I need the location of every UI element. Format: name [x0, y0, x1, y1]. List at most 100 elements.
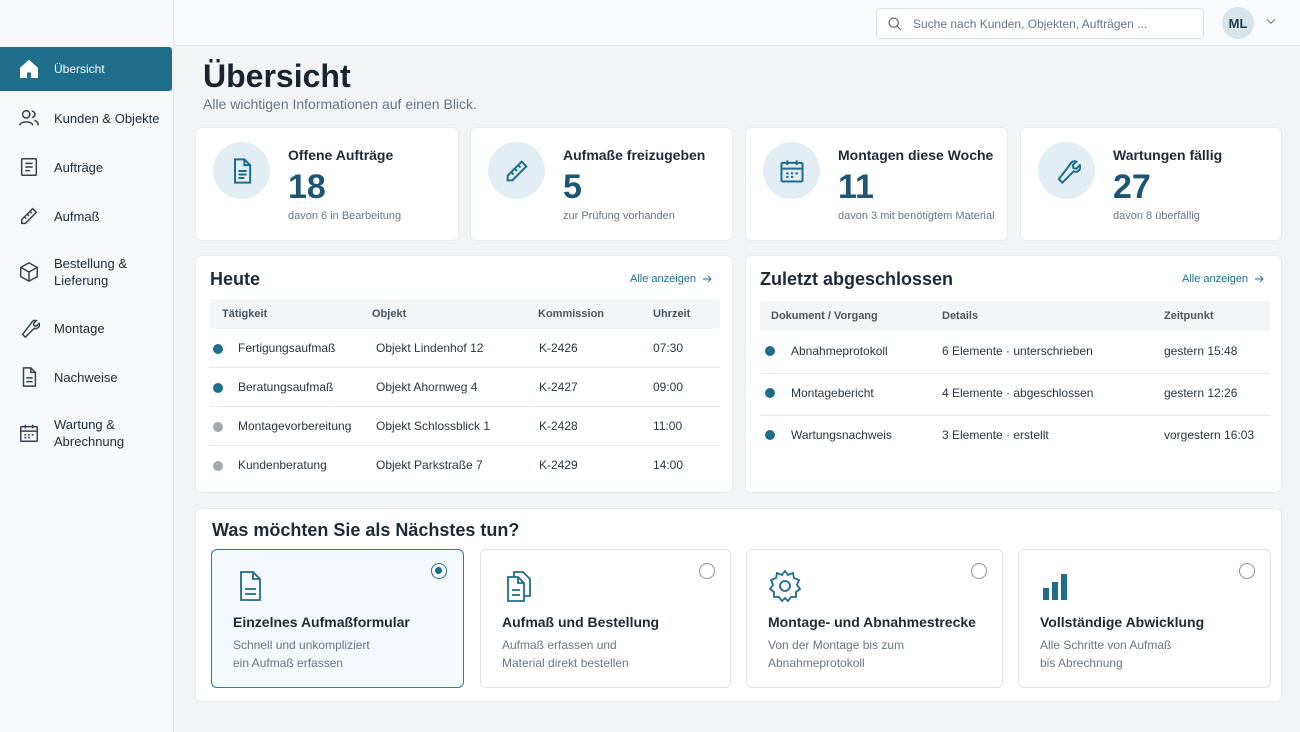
sidebar-nav: Übersicht Kunden & Objekte Aufträge Aufm… — [0, 47, 174, 467]
wrench-icon — [1057, 159, 1081, 184]
option-title: Aufmaß und Bestellung — [502, 614, 660, 630]
object-cell: Objekt Schlossblick 1 — [376, 419, 491, 433]
arrow-right-icon — [1255, 275, 1264, 283]
option-desc-line: Schnell und unkompliziert — [233, 638, 370, 652]
kpi-title: Montagen diese Woche — [838, 147, 994, 163]
status-dot — [765, 430, 775, 440]
option-title: Montage- und Abnahmestrecke — [768, 614, 976, 630]
activity-cell: Kundenberatung — [238, 458, 327, 472]
table-row[interactable]: Beratungsaufmaß Objekt Ahornweg 4 K-2427… — [209, 368, 720, 407]
today-panel: Heute Alle anzeigen Tätigkeit Objekt Kom… — [195, 255, 733, 493]
commission-cell: K-2428 — [539, 419, 578, 433]
kpi-note: zur Prüfung vorhanden — [563, 210, 675, 222]
next-steps-title: Was möchten Sie als Nächstes tun? — [212, 520, 520, 540]
column-header: Objekt — [372, 308, 407, 320]
avatar[interactable]: ML — [1222, 7, 1254, 39]
status-dot — [213, 383, 223, 393]
kpi-title: Offene Aufträge — [288, 147, 394, 163]
activity-cell: Montagevorbereitung — [238, 419, 352, 433]
sidebar-item-label: Montage — [54, 320, 105, 336]
option-description: Alle Schritte von Aufmaß bis Abrechnung — [1040, 636, 1240, 672]
chevron-down-icon[interactable] — [1264, 14, 1278, 28]
object-cell: Objekt Ahornweg 4 — [376, 380, 478, 394]
option-einzelnes-aufmassformular[interactable]: Einzelnes Aufmaßformular Schnell und unk… — [211, 549, 464, 688]
option-aufmass-und-bestellung[interactable]: Aufmaß und Bestellung Aufmaß erfassen un… — [480, 549, 731, 688]
sidebar-item-label: Kunden & Objekte — [54, 110, 160, 126]
sidebar-item-aufmass[interactable]: Aufmaß — [0, 194, 174, 238]
column-header: Dokument / Vorgang — [771, 310, 878, 322]
option-radio[interactable] — [971, 563, 987, 579]
kpi-card-aufmasse[interactable]: Aufmaße freizugeben 5 zur Prüfung vorhan… — [470, 127, 733, 241]
table-row[interactable]: Abnahmeprotokoll 6 Elemente · unterschri… — [760, 332, 1270, 374]
activity-cell: Fertigungsaufmaß — [238, 341, 336, 355]
table-row[interactable]: Wartungsnachweis 3 Elemente · erstellt v… — [760, 416, 1270, 458]
table-row[interactable]: Fertigungsaufmaß Objekt Lindenhof 12 K-2… — [209, 329, 720, 368]
sidebar-item-wartung[interactable]: Wartung & Abrechnung — [0, 404, 174, 462]
calendar-icon — [18, 422, 40, 444]
time-cell: gestern 12:26 — [1164, 386, 1238, 400]
document-icon — [233, 157, 251, 184]
column-header: Zeitpunkt — [1164, 310, 1214, 322]
sidebar-item-auftraege[interactable]: Aufträge — [0, 145, 174, 189]
today-show-all-link[interactable]: Alle anzeigen — [630, 273, 713, 285]
kpi-icon-circle — [488, 142, 545, 199]
documents-icon — [501, 568, 537, 604]
page-subtitle: Alle wichtigen Informationen auf einen B… — [203, 96, 477, 112]
completed-show-all-link[interactable]: Alle anzeigen — [1182, 273, 1265, 285]
status-dot — [213, 422, 223, 432]
completed-panel: Zuletzt abgeschlossen Alle anzeigen Doku… — [745, 255, 1282, 493]
top-bar: ML — [174, 0, 1300, 46]
ruler-icon — [506, 159, 528, 181]
table-row[interactable]: Montagebericht 4 Elemente · abgeschlosse… — [760, 374, 1270, 416]
option-description: Von der Montage bis zum Abnahmeprotokoll — [768, 636, 968, 672]
sidebar-item-label: Aufmaß — [54, 208, 100, 224]
kpi-note: davon 3 mit benötigtem Material — [838, 210, 995, 222]
option-desc-line: bis Abrechnung — [1040, 656, 1123, 670]
option-desc-line: Alle Schritte von Aufmaß — [1040, 638, 1172, 652]
completed-table-header: Dokument / Vorgang Details Zeitpunkt — [760, 301, 1270, 331]
kpi-card-offene-auftraege[interactable]: Offene Aufträge 18 davon 6 in Bearbeitun… — [195, 127, 459, 241]
sidebar-item-label: Wartung & Abrechnung — [54, 417, 125, 449]
option-desc-line: Abnahmeprotokoll — [768, 656, 865, 670]
document-cell: Abnahmeprotokoll — [791, 344, 888, 358]
option-desc-line: Material direkt bestellen — [502, 656, 629, 670]
option-radio[interactable] — [1239, 563, 1255, 579]
search-input[interactable] — [913, 16, 1193, 31]
kpi-note: davon 6 in Bearbeitung — [288, 210, 402, 222]
option-title: Einzelnes Aufmaßformular — [233, 614, 410, 630]
search-icon — [888, 16, 902, 30]
kpi-value: 5 — [563, 168, 582, 206]
document-list-icon — [18, 156, 40, 178]
details-cell: 6 Elemente · unterschrieben — [942, 344, 1093, 358]
document-icon — [232, 568, 268, 604]
column-header: Details — [942, 310, 979, 322]
table-row[interactable]: Montagevorbereitung Objekt Schlossblick … — [209, 407, 720, 446]
search-box[interactable] — [876, 8, 1204, 39]
kpi-value: 11 — [838, 168, 874, 206]
option-vollstaendige-abwicklung[interactable]: Vollständige Abwicklung Alle Schritte vo… — [1018, 549, 1271, 688]
bar-chart-icon — [1039, 568, 1075, 604]
kpi-card-montagen[interactable]: Montagen diese Woche 11 davon 3 mit benö… — [745, 127, 1008, 241]
kpi-card-wartungen[interactable]: Wartungen fällig 27 davon 8 überfällig — [1020, 127, 1282, 241]
option-radio[interactable] — [431, 563, 447, 579]
time-cell: vorgestern 16:03 — [1164, 428, 1255, 442]
status-dot — [765, 346, 775, 356]
object-cell: Objekt Lindenhof 12 — [376, 341, 484, 355]
kpi-icon-circle — [1038, 142, 1095, 199]
next-steps-panel: Was möchten Sie als Nächstes tun? Einzel… — [195, 508, 1282, 702]
kpi-note: davon 8 überfällig — [1113, 210, 1200, 222]
option-radio[interactable] — [699, 563, 715, 579]
sidebar-item-uebersicht[interactable]: Übersicht — [0, 47, 172, 91]
table-row[interactable]: Kundenberatung Objekt Parkstraße 7 K-242… — [209, 446, 720, 485]
sidebar-item-kunden[interactable]: Kunden & Objekte — [0, 96, 174, 140]
document-cell: Wartungsnachweis — [791, 428, 892, 442]
option-title: Vollständige Abwicklung — [1040, 614, 1205, 630]
sidebar-item-nachweise[interactable]: Nachweise — [0, 355, 174, 399]
today-title: Heute — [210, 269, 261, 289]
arrow-right-icon — [703, 275, 712, 283]
sidebar-item-montage[interactable]: Montage — [0, 306, 174, 350]
users-icon — [18, 107, 40, 129]
time-cell: 09:00 — [653, 380, 684, 394]
option-montage-abnahmestrecke[interactable]: Montage- und Abnahmestrecke Von der Mont… — [746, 549, 1003, 688]
sidebar-item-bestellung[interactable]: Bestellung & Lieferung — [0, 243, 174, 301]
